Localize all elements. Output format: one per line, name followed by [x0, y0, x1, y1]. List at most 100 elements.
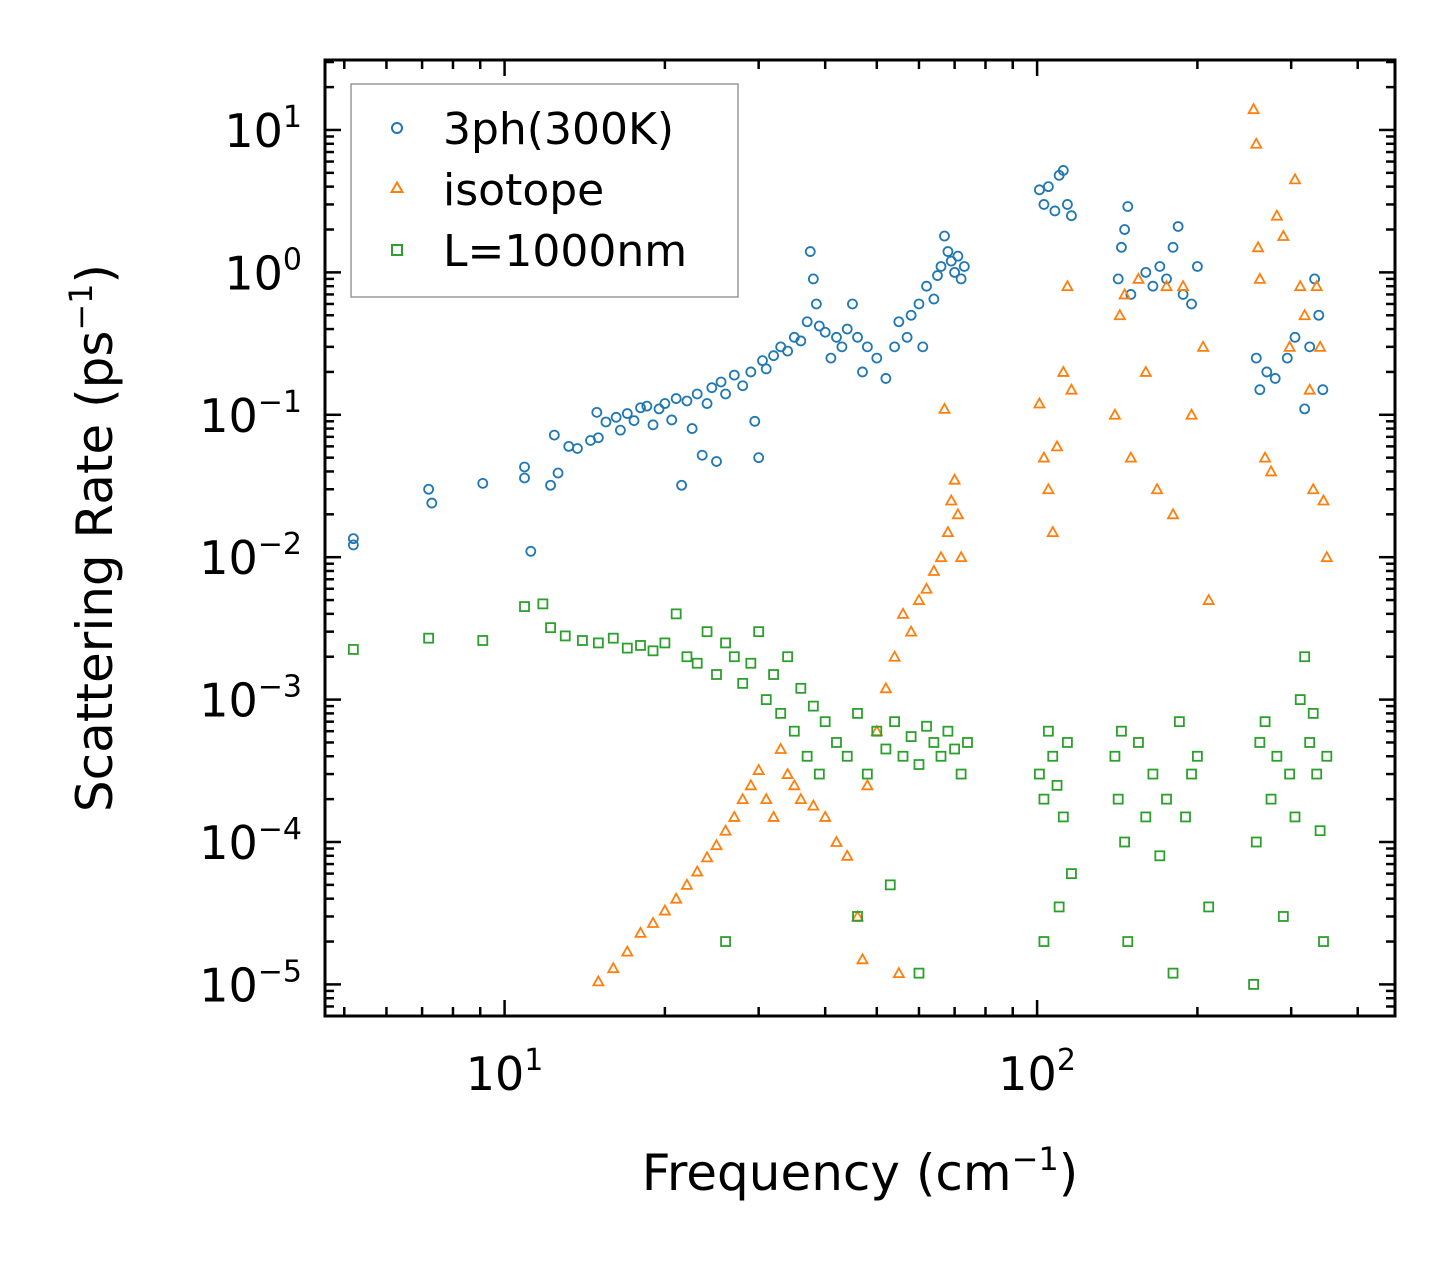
data-point — [545, 622, 556, 634]
data-point — [893, 316, 905, 328]
data-point — [955, 768, 967, 780]
x-tick-label-exp: 1 — [524, 1043, 543, 1078]
data-point — [641, 400, 653, 412]
data-point — [680, 878, 694, 890]
data-point — [591, 974, 605, 987]
data-point — [852, 911, 863, 922]
data-point — [728, 651, 740, 663]
data-point — [1304, 737, 1316, 748]
data-point — [896, 607, 910, 619]
data-point — [880, 373, 892, 384]
data-point — [913, 759, 925, 770]
data-point — [952, 250, 964, 262]
data-point — [519, 601, 530, 612]
data-point — [737, 380, 749, 392]
data-point — [901, 331, 913, 343]
data-point — [1313, 339, 1327, 352]
legend-marker-isotope — [389, 180, 405, 193]
series-3ph(300K) — [347, 165, 1329, 557]
data-point — [913, 967, 925, 979]
data-point — [1116, 725, 1127, 737]
data-point — [775, 707, 787, 719]
data-point — [1320, 550, 1334, 563]
y-tick-label-exp: −2 — [258, 527, 302, 562]
data-point — [819, 716, 831, 728]
y-tick-label-base: 10 — [199, 958, 258, 1012]
data-point — [1118, 287, 1132, 300]
data-point — [1049, 205, 1061, 217]
data-point — [621, 642, 633, 654]
data-point — [760, 694, 772, 705]
data-point — [1293, 279, 1307, 292]
data-point — [635, 640, 646, 651]
data-point — [768, 669, 779, 680]
data-point — [825, 352, 837, 364]
data-point — [1186, 298, 1197, 310]
data-points-layer — [347, 102, 1334, 990]
data-point — [1269, 373, 1281, 384]
data-point — [1057, 165, 1069, 176]
data-point — [1314, 825, 1326, 837]
data-point — [1172, 221, 1184, 232]
data-point — [1167, 241, 1179, 253]
data-point — [658, 903, 672, 916]
data-point — [829, 835, 844, 847]
series-isotope — [591, 102, 1334, 987]
data-point — [753, 626, 765, 638]
data-point — [700, 850, 714, 863]
data-point — [1321, 750, 1333, 762]
data-point — [347, 644, 359, 655]
data-point — [635, 402, 646, 414]
data-point — [706, 382, 718, 394]
data-point — [1122, 201, 1134, 212]
data-point — [1109, 750, 1121, 762]
data-point — [912, 593, 926, 605]
data-point — [647, 419, 659, 431]
data-point — [559, 630, 571, 642]
data-point — [659, 637, 671, 649]
data-point — [676, 479, 688, 491]
data-point — [711, 669, 722, 680]
data-point — [917, 341, 929, 353]
data-point — [860, 778, 874, 791]
data-point — [840, 848, 854, 861]
data-point — [519, 472, 530, 484]
data-point — [1303, 382, 1317, 395]
data-point — [1119, 224, 1131, 235]
data-point — [423, 483, 435, 495]
data-point — [795, 335, 807, 347]
data-point — [759, 792, 773, 805]
data-point — [1060, 279, 1074, 292]
data-point — [659, 398, 671, 409]
data-point — [1250, 836, 1262, 848]
data-point — [552, 467, 564, 479]
data-point — [819, 326, 831, 338]
data-point — [927, 564, 941, 576]
data-point — [719, 823, 733, 836]
x-tick-label: 101 — [466, 1043, 544, 1101]
data-point — [884, 879, 896, 891]
data-point — [711, 456, 722, 467]
data-point — [749, 415, 761, 427]
data-point — [871, 352, 883, 364]
y-tick-label-exp: 1 — [283, 100, 302, 135]
x-axis-label-end: ) — [1059, 1144, 1079, 1202]
data-point — [857, 366, 868, 378]
data-point — [942, 246, 954, 257]
data-point — [889, 716, 900, 728]
data-point — [525, 545, 537, 557]
x-tick-label: 102 — [998, 1043, 1076, 1101]
data-point — [1112, 273, 1124, 285]
data-point — [1186, 768, 1197, 780]
data-point — [681, 651, 693, 663]
data-point — [686, 423, 698, 434]
data-point — [861, 768, 873, 780]
data-point — [810, 298, 822, 310]
data-point — [939, 230, 950, 242]
data-point — [745, 657, 757, 669]
data-point — [781, 767, 795, 779]
data-point — [1167, 967, 1179, 979]
data-point — [949, 266, 961, 278]
data-point — [928, 293, 940, 305]
